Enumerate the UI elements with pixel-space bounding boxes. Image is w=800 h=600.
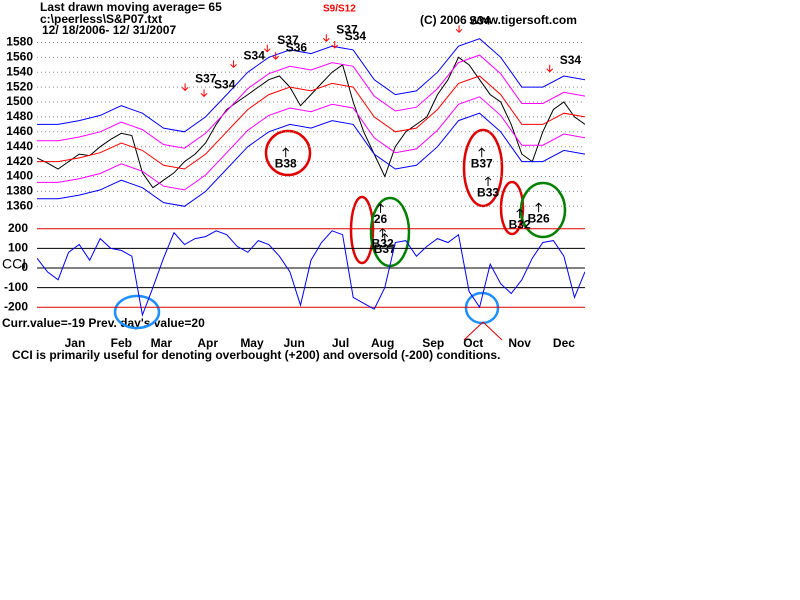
- y-tick-label: -100: [4, 280, 28, 294]
- marker-line: [463, 321, 484, 341]
- signal-arrow: [535, 202, 542, 213]
- y-tick-label: 1540: [6, 64, 33, 78]
- signal-arrow: [331, 40, 339, 49]
- circle: [349, 195, 375, 265]
- x-tick-label: Apr: [197, 336, 218, 350]
- signal-arrow: [377, 203, 384, 213]
- marker-line: [482, 321, 503, 341]
- x-tick-label: Feb: [111, 336, 132, 350]
- signal-label: B26: [528, 211, 550, 225]
- series-line: [37, 38, 585, 133]
- circle: [113, 294, 161, 330]
- x-tick-label: Oct: [463, 336, 483, 350]
- signal-label: B38: [275, 156, 297, 170]
- cci-label: CCI: [2, 256, 26, 272]
- plot-area: [37, 38, 585, 207]
- y-tick-label: 1500: [6, 94, 33, 108]
- signal-arrow: [478, 147, 486, 158]
- signal-label: S34: [345, 29, 367, 43]
- signal-label: S37: [195, 72, 217, 86]
- y-tick-label: 1360: [6, 198, 33, 212]
- x-tick-label: Jan: [65, 336, 86, 350]
- x-tick-label: Jun: [283, 336, 304, 350]
- y-tick-label: 1480: [6, 109, 33, 123]
- copyright: (C) 2006 www.tigersoft.com: [420, 13, 577, 27]
- circle: [499, 180, 525, 236]
- signal-arrow: [484, 176, 492, 187]
- x-tick-label: Nov: [508, 336, 531, 350]
- signal-label: B32: [372, 237, 394, 251]
- signal-label: S37: [336, 22, 358, 36]
- y-tick-label: 0: [21, 260, 28, 274]
- signal-label: B32: [509, 217, 531, 231]
- series-line: [37, 56, 585, 189]
- y-tick-label: 1440: [6, 139, 33, 153]
- signal-arrow: [381, 233, 389, 243]
- signal-arrow: [272, 52, 280, 60]
- y-tick-label: 1380: [6, 184, 33, 198]
- x-tick-label: Mar: [151, 336, 173, 350]
- signal-label: S37: [277, 33, 299, 47]
- x-tick-label: Sep: [422, 336, 444, 350]
- y-tick-label: 1520: [6, 79, 33, 93]
- y-tick-label: 200: [8, 221, 28, 235]
- signal-arrow: [546, 64, 554, 73]
- circle: [264, 129, 312, 177]
- signal-arrow: [200, 89, 208, 98]
- signal-arrow: [181, 83, 189, 92]
- signal-label: S9/S12: [323, 4, 356, 15]
- y-tick-label: 1560: [6, 50, 33, 64]
- y-tick-label: 1400: [6, 169, 33, 183]
- signal-label: S34: [244, 48, 266, 62]
- signal-label: B33: [477, 185, 499, 199]
- series-line: [37, 54, 585, 149]
- y-tick-label: 100: [8, 241, 28, 255]
- x-tick-label: Jul: [332, 336, 349, 350]
- signal-arrow: [263, 44, 271, 53]
- signal-arrow: [322, 34, 330, 42]
- signal-arrow: [455, 25, 463, 34]
- file-label: c:\peerless\S&P07.txt: [40, 12, 162, 26]
- x-tick-label: May: [240, 336, 264, 350]
- signal-label: S34: [469, 13, 491, 27]
- series-line: [37, 96, 585, 191]
- signal-label: S34: [214, 78, 236, 92]
- signal-label: B37: [471, 156, 493, 170]
- signal-label: S34: [560, 53, 582, 67]
- y-tick-label: 1580: [6, 35, 33, 49]
- signal-arrow: [230, 60, 237, 69]
- series-line: [37, 112, 585, 207]
- highlights: [113, 128, 567, 341]
- note: CCI is primarily useful for denoting ove…: [12, 348, 500, 362]
- circle: [462, 128, 504, 208]
- signal-label: S36: [286, 40, 308, 54]
- current-value: Curr.value=-19 Prev. day's value=20: [2, 316, 205, 330]
- signal-arrow: [282, 147, 290, 158]
- signal-label: B37: [374, 242, 396, 256]
- date-range: 12/ 18/2006- 12/ 31/2007: [42, 23, 176, 37]
- ma-label: Last drawn moving average= 65: [40, 0, 222, 14]
- plot-area: [37, 230, 585, 317]
- signal-label: 26: [374, 212, 388, 226]
- y-tick-label: 1420: [6, 154, 33, 168]
- x-tick-label: Aug: [371, 336, 394, 350]
- series-line: [37, 230, 585, 317]
- signal-arrow: [516, 208, 524, 219]
- y-tick-label: 1460: [6, 124, 33, 138]
- y-tick-label: -200: [4, 299, 28, 313]
- x-tick-label: Dec: [553, 336, 575, 350]
- series-line: [37, 75, 585, 170]
